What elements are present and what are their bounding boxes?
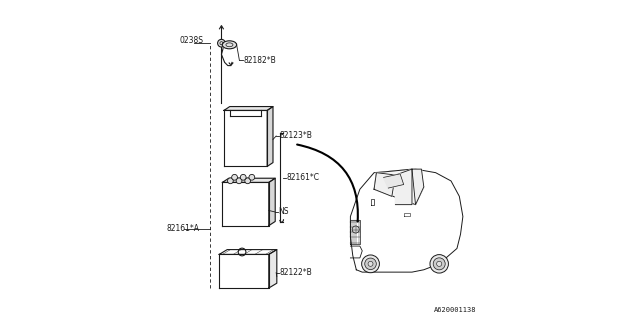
Polygon shape <box>223 182 269 226</box>
Polygon shape <box>269 178 275 226</box>
Circle shape <box>430 255 449 273</box>
Text: 0238S: 0238S <box>179 36 204 45</box>
Polygon shape <box>374 169 424 205</box>
Polygon shape <box>219 254 269 288</box>
Circle shape <box>365 258 376 270</box>
Circle shape <box>228 178 234 184</box>
Polygon shape <box>269 250 277 288</box>
Text: 82161*C: 82161*C <box>287 173 319 182</box>
Text: NS: NS <box>278 207 289 216</box>
Polygon shape <box>383 174 404 188</box>
Circle shape <box>245 178 251 184</box>
Text: 82123*B: 82123*B <box>280 132 313 140</box>
Text: 82122*B: 82122*B <box>280 268 313 277</box>
Polygon shape <box>224 107 273 110</box>
Text: 82182*B: 82182*B <box>243 56 276 65</box>
Text: 82161*A: 82161*A <box>166 224 200 233</box>
Polygon shape <box>224 110 268 166</box>
Circle shape <box>368 261 373 266</box>
Polygon shape <box>268 107 273 166</box>
Polygon shape <box>396 169 412 205</box>
Circle shape <box>433 258 445 270</box>
FancyArrowPatch shape <box>297 145 358 221</box>
Circle shape <box>352 226 359 233</box>
Circle shape <box>362 255 380 273</box>
Polygon shape <box>374 173 396 196</box>
Circle shape <box>249 174 255 180</box>
Circle shape <box>241 174 246 180</box>
Polygon shape <box>412 169 424 205</box>
Polygon shape <box>223 178 275 182</box>
Circle shape <box>236 178 242 184</box>
Circle shape <box>232 174 237 180</box>
Ellipse shape <box>222 41 237 49</box>
Polygon shape <box>219 250 277 254</box>
Circle shape <box>436 261 442 267</box>
Circle shape <box>218 39 225 47</box>
Text: A620001138: A620001138 <box>434 307 476 313</box>
Polygon shape <box>351 169 463 272</box>
